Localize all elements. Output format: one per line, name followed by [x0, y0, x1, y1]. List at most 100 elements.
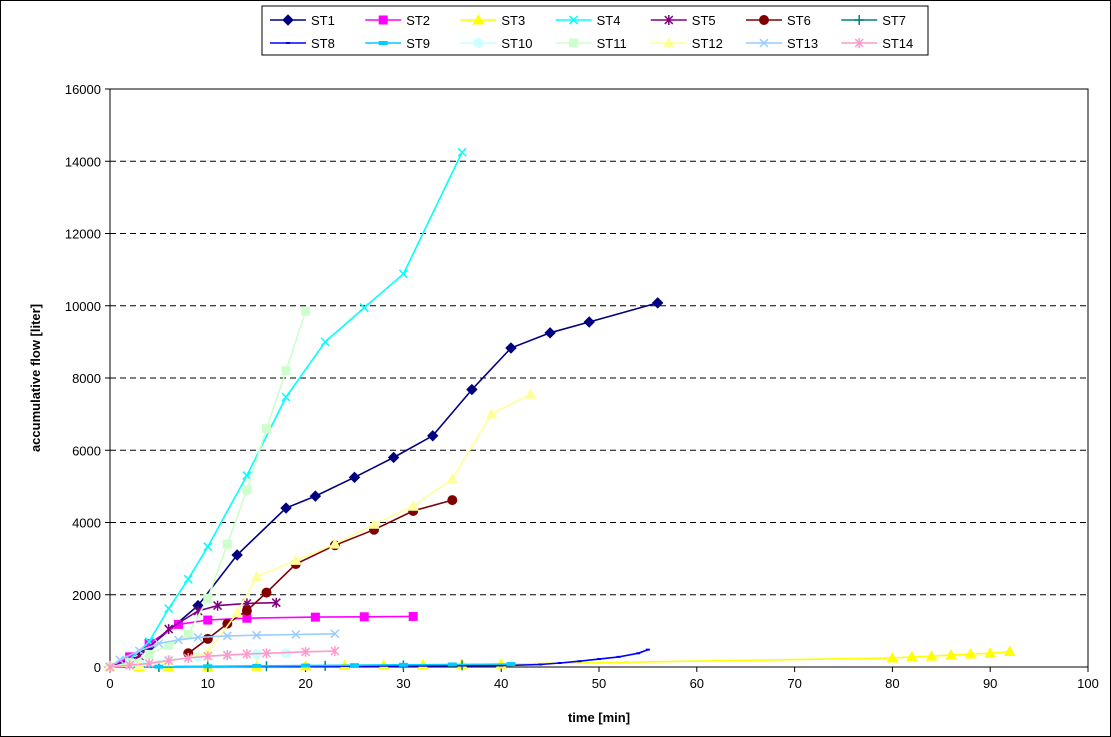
data-point-st4-7	[281, 392, 291, 402]
legend-label-st14: ST14	[882, 36, 913, 51]
data-point-st12-12	[524, 388, 537, 399]
data-point-st9-3	[252, 663, 262, 668]
series-layer	[104, 147, 1016, 673]
y-axis: 0 2000 4000 6000 8000 10000 12000 14000 16000	[65, 82, 110, 675]
x-tick-label-40: 40	[494, 676, 508, 691]
data-point-st5-3	[193, 606, 203, 617]
data-point-st11-8	[261, 424, 271, 434]
data-point-st12-10	[446, 473, 459, 484]
data-point-st12-9	[407, 500, 420, 511]
x-tick-label-50: 50	[592, 676, 606, 691]
x-tick-label-20: 20	[298, 676, 312, 691]
data-point-st4-6	[242, 471, 252, 481]
legend-label-st9: ST9	[406, 36, 430, 51]
data-point-st12-8	[368, 518, 380, 529]
legend-item-st7: ST7	[841, 13, 906, 28]
data-point-st1-9	[427, 430, 439, 442]
data-point-st13-6	[222, 631, 232, 641]
data-point-st13-2	[134, 646, 144, 656]
data-point-st5-6	[271, 597, 281, 608]
y-tick-label-10000: 10000	[65, 299, 101, 314]
data-point-st3-11	[886, 651, 899, 663]
y-tick-label-8000: 8000	[72, 371, 101, 386]
x-tick-label-0: 0	[106, 676, 113, 691]
series-st14	[105, 646, 340, 672]
data-point-st1-7	[348, 471, 361, 484]
data-point-st6-2	[222, 618, 233, 629]
data-point-st14-8	[261, 648, 272, 659]
data-point-st3-14	[945, 649, 957, 660]
legend-label-st12: ST12	[692, 36, 723, 51]
data-point-st4-4	[183, 574, 193, 584]
data-point-st3-17	[1003, 645, 1016, 656]
data-point-st1-13	[583, 316, 595, 328]
data-point-st4-3	[164, 603, 174, 614]
legend-item-st9: ST9	[365, 36, 430, 51]
data-point-st14-4	[183, 652, 193, 663]
data-point-st11-9	[281, 366, 291, 376]
data-point-st5-2	[164, 624, 174, 635]
legend-item-st5: ST5	[650, 13, 716, 28]
data-point-st6-1	[202, 633, 213, 644]
data-point-st13-5	[193, 632, 203, 642]
data-point-st1-6	[309, 490, 322, 502]
legend-swatch-marker-st1	[282, 14, 294, 26]
grid-lines	[110, 160, 1088, 596]
data-point-st2-4	[203, 615, 213, 625]
data-point-st1-4	[231, 549, 243, 561]
legend-item-st3: ST3	[460, 13, 525, 28]
data-point-st14-9	[301, 646, 311, 657]
x-axis-title: time [min]	[568, 710, 630, 725]
data-point-st11-10	[301, 306, 311, 316]
data-point-st9-8	[506, 662, 516, 667]
data-point-st11-7	[242, 485, 252, 495]
legend-swatch-marker-st5	[664, 15, 674, 25]
data-point-st11-5	[203, 593, 213, 603]
legend-label-st6: ST6	[787, 13, 811, 28]
data-point-st3-15	[964, 647, 977, 659]
legend-swatch-marker-st6	[759, 15, 769, 25]
x-tick-label-10: 10	[201, 676, 215, 691]
data-point-st1-10	[466, 383, 478, 396]
legend-swatch-marker-st13	[759, 38, 769, 48]
legend-label-st5: ST5	[692, 13, 716, 28]
x-tick-label-70: 70	[787, 676, 801, 691]
legend-label-st13: ST13	[787, 36, 818, 51]
data-point-st1-12	[544, 327, 556, 339]
legend-swatch-marker-st2	[378, 15, 388, 25]
data-point-st13-1	[115, 655, 125, 665]
data-point-st4-8	[320, 337, 330, 347]
legend-item-st11: ST11	[555, 36, 627, 51]
data-point-st3-16	[984, 647, 997, 658]
x-tick-label-60: 60	[690, 676, 704, 691]
y-tick-label-6000: 6000	[72, 443, 101, 458]
data-point-st13-8	[291, 629, 301, 640]
y-tick-label-14000: 14000	[65, 154, 101, 169]
legend-swatch-marker-st4	[569, 15, 579, 25]
x-tick-label-100: 100	[1077, 676, 1099, 691]
data-point-st14-3	[164, 655, 174, 666]
legend-label-st7: ST7	[882, 13, 906, 28]
data-point-st4-5	[203, 542, 213, 552]
data-point-st9-2	[203, 664, 213, 669]
data-point-st9-7	[447, 662, 457, 667]
data-point-st12-6	[289, 554, 302, 565]
data-point-st14-7	[242, 648, 252, 659]
series-st13	[105, 629, 340, 672]
data-point-st13-4	[173, 635, 183, 645]
legend-item-st1: ST1	[270, 13, 335, 28]
data-point-st1-11	[505, 342, 517, 354]
legend-swatch-marker-st7	[854, 15, 865, 25]
x-tick-label-80: 80	[885, 676, 899, 691]
y-tick-label-2000: 2000	[72, 588, 101, 603]
y-tick-label-4000: 4000	[72, 516, 101, 531]
data-point-st6-4	[261, 587, 272, 598]
legend-item-st8: ST8	[270, 36, 335, 51]
x-tick-label-90: 90	[983, 676, 997, 691]
legend-swatch-marker-st14	[854, 38, 864, 48]
data-point-st9-5	[350, 663, 359, 668]
legend-item-st4: ST4	[555, 13, 620, 28]
data-point-st14-2	[144, 658, 154, 669]
